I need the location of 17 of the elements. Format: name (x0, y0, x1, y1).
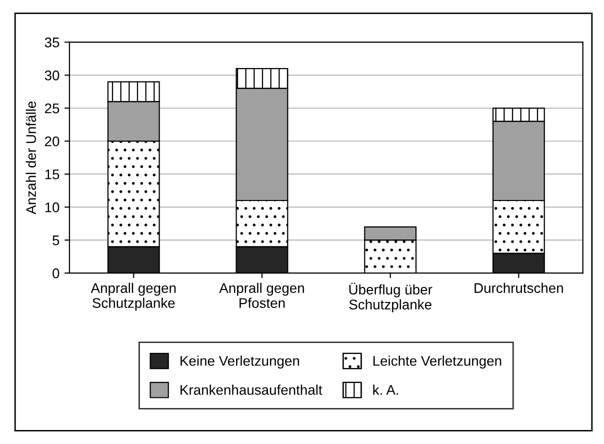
y-tick-label: 10 (45, 202, 60, 212)
y-tick-label: 30 (44, 70, 60, 80)
y-tick-label: 25 (44, 103, 60, 114)
y-tick-label: 5 (52, 236, 60, 246)
x-tick-label: Anprall gegen Pfosten (219, 282, 304, 308)
x-tick-label: Durchrutschen (474, 282, 563, 293)
legend-label: Keine Verletzungen (180, 356, 300, 369)
legend-label: Leichte Verletzungen (373, 356, 502, 369)
y-tick-label: 15 (45, 170, 60, 180)
y-axis-title: Anzahl der Unfälle (26, 101, 36, 214)
legend-label: k. A. (373, 384, 398, 395)
y-tick-label: 35 (44, 38, 60, 48)
legend-label: Krankenhausaufenthalt (180, 384, 322, 395)
y-tick-label: 20 (44, 136, 60, 146)
x-tick-label: Anprall gegen Schutzplanke (90, 282, 176, 311)
y-tick-label: 0 (52, 268, 60, 278)
x-tick-label: Überflug über Schutzplanke (349, 282, 432, 312)
